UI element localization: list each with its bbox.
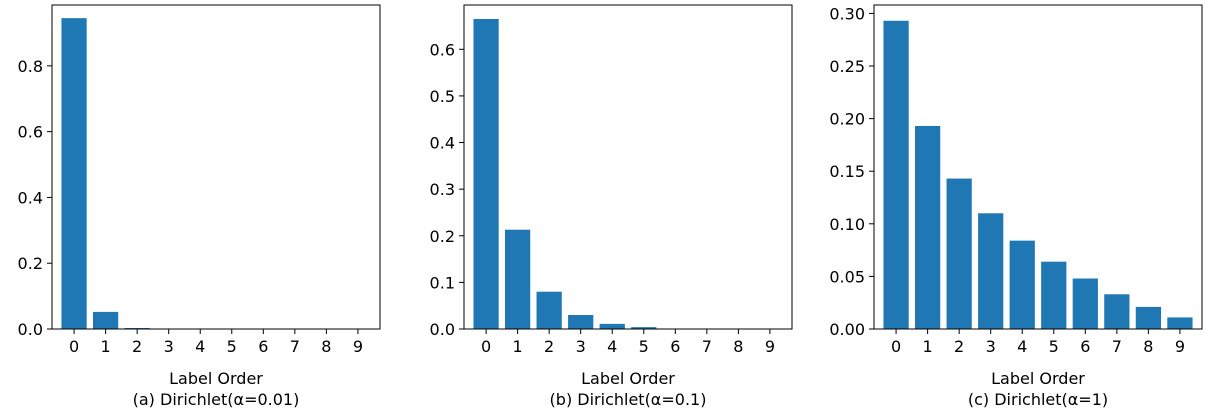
y-tick-label: 0.15 <box>829 162 865 181</box>
bar-4 <box>599 323 625 329</box>
bar-1 <box>915 125 941 329</box>
x-tick-label: 3 <box>986 337 996 356</box>
subfigure-caption: (b) Dirichlet(α=0.1) <box>550 390 707 409</box>
x-tick-label: 4 <box>1017 337 1027 356</box>
x-tick-label: 5 <box>1049 337 1059 356</box>
y-tick-label: 0.0 <box>18 320 43 339</box>
chart-panel-0: 0 1 2 3 4 5 6 7 8 9 0.0 0.2 0.4 0.6 0.8 Label Order (a) … <box>18 4 381 409</box>
bar-9 <box>1167 317 1193 329</box>
x-tick-label: 5 <box>227 337 237 356</box>
y-tick-label: 0.30 <box>829 4 865 23</box>
y-tick-label: 0.00 <box>829 320 865 339</box>
x-tick-label: 7 <box>1112 337 1122 356</box>
bar-8 <box>1135 306 1161 329</box>
x-tick-label: 6 <box>670 337 680 356</box>
y-tick-label: 0.4 <box>430 134 455 153</box>
y-tick-label: 0.3 <box>430 180 455 199</box>
x-tick-label: 0 <box>69 337 79 356</box>
axes-frame <box>463 4 793 330</box>
bar-2 <box>536 291 562 329</box>
bar-5 <box>631 327 657 329</box>
y-tick-label: 0.1 <box>430 273 455 292</box>
y-tick-label: 0.10 <box>829 215 865 234</box>
x-axis-label: Label Order <box>581 369 675 388</box>
x-tick-label: 6 <box>1080 337 1090 356</box>
x-tick-label: 6 <box>258 337 268 356</box>
y-tick-label: 0.5 <box>430 87 455 106</box>
x-tick-label: 0 <box>891 337 901 356</box>
x-tick-label: 3 <box>164 337 174 356</box>
subfigure-caption: (a) Dirichlet(α=0.01) <box>133 390 300 409</box>
chart-panel-2: 0 1 2 3 4 5 6 7 8 9 0.00 0.05 0.10 0.15 0.20 0.25 0.30 La… <box>829 4 1203 409</box>
x-tick-label: 2 <box>132 337 142 356</box>
x-tick-label: 2 <box>544 337 554 356</box>
y-tick-label: 0.8 <box>18 57 43 76</box>
x-tick-label: 1 <box>101 337 111 356</box>
x-tick-label: 4 <box>607 337 617 356</box>
x-tick-label: 9 <box>1175 337 1185 356</box>
x-tick-label: 7 <box>702 337 712 356</box>
y-tick-label: 0.20 <box>829 110 865 129</box>
x-tick-label: 1 <box>923 337 933 356</box>
y-tick-label: 0.4 <box>18 188 43 207</box>
chart-panel-1: 0 1 2 3 4 5 6 7 8 9 0.0 0.1 0.2 0.3 0.4 0.5 0.6 Label Ord… <box>430 4 793 409</box>
bar-7 <box>1104 294 1130 329</box>
y-tick-label: 0.05 <box>829 267 865 286</box>
x-tick-label: 5 <box>639 337 649 356</box>
x-tick-label: 7 <box>290 337 300 356</box>
x-tick-label: 2 <box>954 337 964 356</box>
x-tick-label: 0 <box>481 337 491 356</box>
bar-2 <box>946 178 972 329</box>
bar-5 <box>1041 261 1067 329</box>
x-tick-label: 8 <box>321 337 331 356</box>
x-tick-label: 8 <box>733 337 743 356</box>
x-axis-label: Label Order <box>991 369 1085 388</box>
axes-frame <box>873 4 1203 330</box>
bar-1 <box>93 311 119 329</box>
y-tick-label: 0.0 <box>430 320 455 339</box>
bar-1 <box>505 229 531 329</box>
bar-6 <box>1072 278 1098 329</box>
x-axis-label: Label Order <box>169 369 263 388</box>
bar-3 <box>568 315 594 329</box>
bar-0 <box>61 18 87 329</box>
y-tick-label: 0.2 <box>18 254 43 273</box>
subfigure-caption: (c) Dirichlet(α=1) <box>968 390 1108 409</box>
y-tick-label: 0.6 <box>430 40 455 59</box>
bar-0 <box>883 20 909 330</box>
x-tick-label: 1 <box>513 337 523 356</box>
x-tick-label: 8 <box>1143 337 1153 356</box>
x-tick-label: 3 <box>576 337 586 356</box>
x-tick-label: 4 <box>195 337 205 356</box>
bar-0 <box>473 18 499 330</box>
x-tick-label: 9 <box>765 337 775 356</box>
y-tick-label: 0.2 <box>430 227 455 246</box>
y-tick-label: 0.6 <box>18 123 43 142</box>
bar-4 <box>1009 240 1035 329</box>
y-tick-label: 0.25 <box>829 57 865 76</box>
bar-3 <box>978 213 1004 329</box>
axes-frame <box>51 4 381 330</box>
x-tick-label: 9 <box>353 337 363 356</box>
